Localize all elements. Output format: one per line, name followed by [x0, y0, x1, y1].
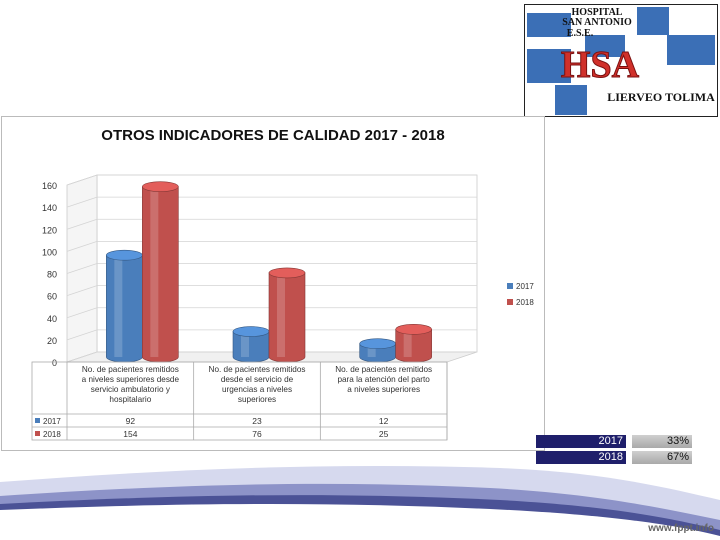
bar-2018-1: [142, 181, 179, 363]
gridline: [66, 307, 477, 319]
gridline: [66, 285, 477, 297]
table-series-label: 2017: [43, 417, 61, 426]
legend-label-2018: 2018: [516, 298, 534, 307]
bar-cap: [395, 324, 432, 335]
y-tick-label: 20: [47, 336, 57, 346]
y-tick-label: 80: [47, 270, 57, 280]
logo-line2: SAN ANTONIO: [562, 17, 632, 28]
bar-body: [268, 272, 306, 363]
data-label: 23: [252, 416, 262, 426]
gridline: [66, 240, 477, 252]
data-label: 76: [252, 429, 262, 439]
gridline: [66, 329, 477, 341]
table-series-label: 2018: [43, 430, 61, 439]
data-label: 92: [126, 416, 136, 426]
hospital-logo: HOSPITAL SAN ANTONIO E.S.E. HSA LIERVEO …: [524, 4, 718, 117]
bar-2017-3: [359, 338, 396, 363]
percentage-year: 2018: [536, 451, 626, 464]
gridline: [66, 351, 477, 363]
bar-highlight: [367, 343, 376, 357]
percentage-row-2017: 2017 33%: [536, 435, 692, 448]
gridline: [66, 263, 477, 274]
logo-graphic: HOSPITAL SAN ANTONIO E.S.E. HSA LIERVEO …: [525, 5, 717, 116]
bar-cap: [106, 249, 143, 261]
chart-container: 0 20 40 60 80 100 120 140 160 2017 2018 No. de paci…: [1, 116, 545, 451]
category-label: No. de pacientes remitidos para la atenci…: [335, 365, 432, 394]
logo-initials: HSA: [561, 44, 640, 86]
bar-2017-2: [232, 326, 270, 363]
bar-cap: [232, 326, 270, 337]
logo-line1: HOSPITAL: [572, 7, 623, 18]
y-tick-label: 0: [52, 358, 57, 368]
bar-highlight: [150, 186, 159, 357]
data-label: 25: [379, 429, 389, 439]
bar-2017-1: [106, 249, 143, 363]
bar-body: [142, 186, 179, 363]
chart-title: OTROS INDICADORES DE CALIDAD 2017 - 2018: [101, 127, 445, 144]
category-label: No. de pacientes remitidos a niveles supe…: [82, 365, 180, 404]
bar-cap: [359, 338, 396, 350]
percentage-table: 2017 33% 2018 67%: [536, 435, 692, 467]
bar-2018-3: [395, 324, 432, 363]
table-swatch-2018: [35, 431, 40, 436]
bar-highlight: [114, 255, 123, 357]
percentage-value: 33%: [632, 435, 692, 448]
y-tick-label: 160: [42, 181, 57, 191]
y-tick-label: 40: [47, 314, 57, 324]
legend-label-2017: 2017: [516, 282, 534, 291]
bar-cap: [142, 181, 179, 192]
legend-swatch-2018: [507, 299, 513, 305]
percentage-year: 2017: [536, 435, 626, 448]
y-tick-label: 60: [47, 292, 57, 302]
y-tick-label: 100: [42, 247, 57, 257]
y-tick-label: 120: [42, 225, 57, 235]
gridline: [66, 196, 477, 208]
footer-url: www.fppt.info: [648, 523, 714, 534]
bar-highlight: [403, 329, 412, 357]
gridline: [66, 218, 477, 230]
bar-highlight: [277, 272, 285, 357]
data-label: 12: [379, 416, 389, 426]
data-label: 154: [123, 429, 137, 439]
logo-town: LIERVEO TOLIMA: [607, 90, 715, 104]
percentage-row-2018: 2018 67%: [536, 451, 692, 464]
gridline: [66, 174, 477, 186]
category-label: No. de pacientes remitidos desde el servi…: [209, 365, 306, 404]
logo-line3: E.S.E.: [567, 28, 594, 39]
bar-chart: 0 20 40 60 80 100 120 140 160 2017 2018 No. de paci…: [31, 174, 534, 441]
decorative-wave: [0, 465, 720, 540]
table-swatch-2017: [35, 418, 40, 423]
percentage-value: 67%: [632, 451, 692, 464]
bar-body: [106, 254, 143, 363]
bar-highlight: [241, 331, 249, 357]
legend-swatch-2017: [507, 283, 513, 289]
y-tick-label: 140: [42, 203, 57, 213]
bar-2018-2: [268, 267, 306, 363]
bar-cap: [268, 267, 306, 279]
